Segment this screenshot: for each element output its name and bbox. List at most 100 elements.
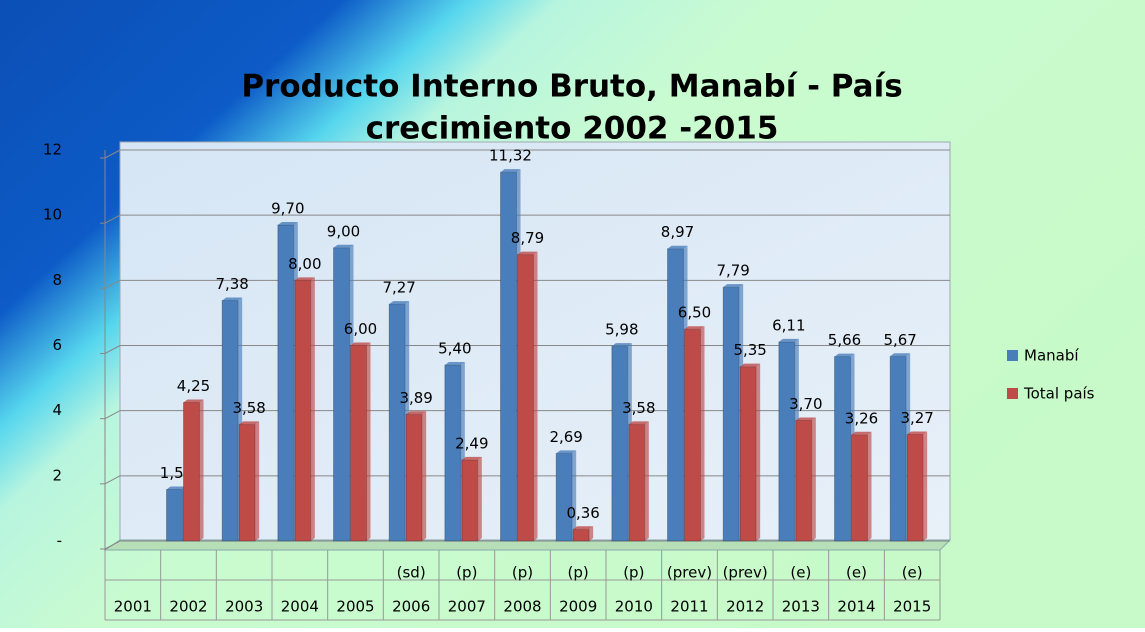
- value-label: 5,40: [438, 340, 471, 358]
- bar-top: [611, 343, 632, 347]
- grid-line: [104, 475, 121, 485]
- legend-swatch: [1007, 388, 1018, 399]
- bar-top: [277, 221, 298, 225]
- x-tick-label: 2007: [448, 598, 486, 616]
- x-tick-label: 2001: [114, 598, 152, 616]
- x-tick-note: (e): [902, 564, 923, 582]
- bar-side: [199, 399, 204, 541]
- x-tick-label: 2005: [336, 598, 374, 616]
- bar: [795, 419, 813, 542]
- x-tick-note: (e): [846, 564, 867, 582]
- bar: [333, 247, 350, 542]
- x-tick-label: 2013: [782, 598, 820, 616]
- grid-line: [104, 214, 121, 224]
- grid-line: [104, 279, 121, 289]
- x-tick-label: 2002: [169, 598, 207, 616]
- bar-top: [628, 421, 649, 425]
- bar-top: [907, 431, 928, 435]
- x-tick-label: 2004: [281, 598, 319, 616]
- bar-top: [723, 284, 744, 288]
- y-tick-label: 10: [43, 206, 62, 224]
- bar-side: [572, 450, 577, 541]
- bar: [444, 364, 462, 542]
- bar-top: [795, 417, 816, 421]
- bar: [555, 452, 573, 542]
- value-label: 0,36: [566, 504, 599, 522]
- bar: [739, 366, 757, 542]
- x-tick-note: (p): [456, 564, 477, 582]
- bar-side: [422, 411, 427, 541]
- value-label: 3,70: [789, 395, 822, 413]
- y-tick-label: 8: [52, 271, 62, 289]
- y-tick-label: 2: [52, 466, 62, 484]
- value-label: 3,58: [622, 399, 655, 417]
- bar-top: [166, 486, 187, 490]
- bar-top: [851, 431, 872, 435]
- bar: [628, 423, 646, 542]
- bar: [684, 328, 701, 542]
- bar-top: [740, 363, 761, 367]
- bar: [906, 433, 924, 542]
- x-tick-label: 2015: [893, 598, 931, 616]
- value-label: 7,38: [215, 275, 248, 293]
- bar: [461, 459, 479, 542]
- x-tick-note: (p): [623, 564, 644, 582]
- bar-side: [533, 251, 538, 541]
- grid-line: [104, 410, 121, 420]
- bar-side: [477, 456, 482, 541]
- value-label: 2,49: [455, 434, 488, 452]
- value-label: 8,00: [288, 255, 321, 273]
- bar-side: [589, 526, 594, 541]
- bar-top: [389, 301, 410, 305]
- bar-side: [644, 421, 649, 541]
- legend-swatch: [1007, 350, 1018, 361]
- y-tick-label: 4: [52, 401, 62, 419]
- x-tick-label: 2010: [615, 598, 653, 616]
- bar-side: [255, 421, 260, 541]
- bar: [778, 341, 796, 542]
- bar: [611, 345, 629, 542]
- value-label: 4,25: [177, 377, 210, 395]
- bar-top: [573, 526, 594, 530]
- bar-top: [350, 342, 371, 346]
- x-tick-note: (sd): [397, 564, 426, 582]
- bar-top: [222, 297, 243, 301]
- chart-title: Producto Interno Bruto, Manabí - País: [241, 69, 902, 105]
- bar: [500, 171, 517, 542]
- x-tick-label: 2003: [225, 598, 263, 616]
- value-label: 3,58: [232, 399, 265, 417]
- bar-top: [890, 353, 911, 357]
- x-tick-label: 2009: [559, 598, 597, 616]
- bar-side: [310, 277, 315, 541]
- bar: [851, 434, 868, 542]
- x-tick-note: (e): [790, 564, 811, 582]
- bar: [572, 528, 590, 542]
- x-tick-note: (p): [512, 564, 533, 582]
- bar-top: [444, 362, 465, 366]
- bar: [166, 489, 183, 542]
- bar-side: [756, 363, 761, 541]
- value-label: 2,69: [549, 428, 582, 446]
- x-tick-label: 2006: [392, 598, 430, 616]
- value-label: 3,27: [900, 409, 933, 427]
- bar: [388, 303, 406, 542]
- bar: [238, 423, 256, 542]
- value-label: 11,32: [489, 147, 532, 165]
- bar-side: [366, 342, 371, 541]
- bar-top: [500, 169, 521, 173]
- value-label: 7,27: [382, 279, 415, 297]
- value-label: 8,97: [661, 223, 694, 241]
- value-label: 3,89: [399, 389, 432, 407]
- value-label: 6,00: [344, 320, 377, 338]
- bar-top: [183, 399, 204, 403]
- bar-top: [239, 421, 260, 425]
- x-tick-label: 2008: [503, 598, 541, 616]
- value-label: 5,67: [883, 331, 916, 349]
- bar-top: [556, 450, 577, 454]
- bar: [517, 254, 534, 542]
- bar-side: [700, 326, 705, 541]
- bar: [350, 345, 367, 542]
- y-tick-label: 12: [43, 141, 62, 159]
- x-tick-label: 2011: [670, 598, 708, 616]
- value-label: 6,50: [678, 304, 711, 322]
